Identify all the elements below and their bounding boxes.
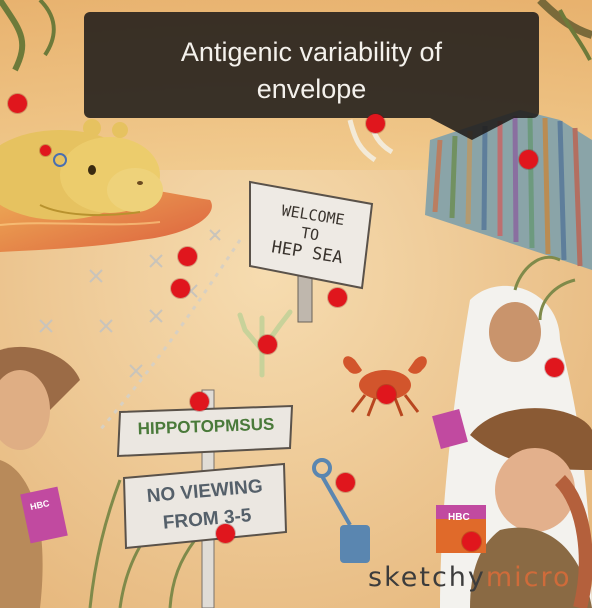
hotspot-tooltip: Antigenic variability of envelope [84,12,539,118]
brand-part-2: micro [485,562,572,593]
hotspot[interactable] [171,279,190,298]
tooltip-tail [430,118,514,140]
brand-part-1: sketchy [368,562,486,593]
hotspot[interactable] [336,473,355,492]
key-tag [312,458,370,563]
hippo [0,119,163,220]
hotspot[interactable] [545,358,564,377]
juice-label-right: HBC [448,512,470,523]
hotspot[interactable] [519,150,538,169]
hotspot[interactable] [328,288,347,307]
flower-trail [39,229,242,431]
welcome-sign [249,180,374,323]
hotspot[interactable] [462,532,481,551]
hotspot[interactable] [190,392,209,411]
hotspot[interactable] [8,94,27,113]
brand-logo: sketchymicro [368,562,572,593]
hotspot[interactable] [377,385,396,404]
cowgirl [436,408,592,608]
striped-tent [425,110,592,270]
tooltip-text: Antigenic variability of envelope [180,37,443,104]
hotspot[interactable] [258,335,277,354]
hotspot[interactable] [366,114,385,133]
hippotopmsus-signpost [116,389,294,608]
hotspot[interactable] [40,145,51,156]
man-left [0,346,80,608]
hotspot[interactable] [178,247,197,266]
hotspot[interactable] [216,524,235,543]
